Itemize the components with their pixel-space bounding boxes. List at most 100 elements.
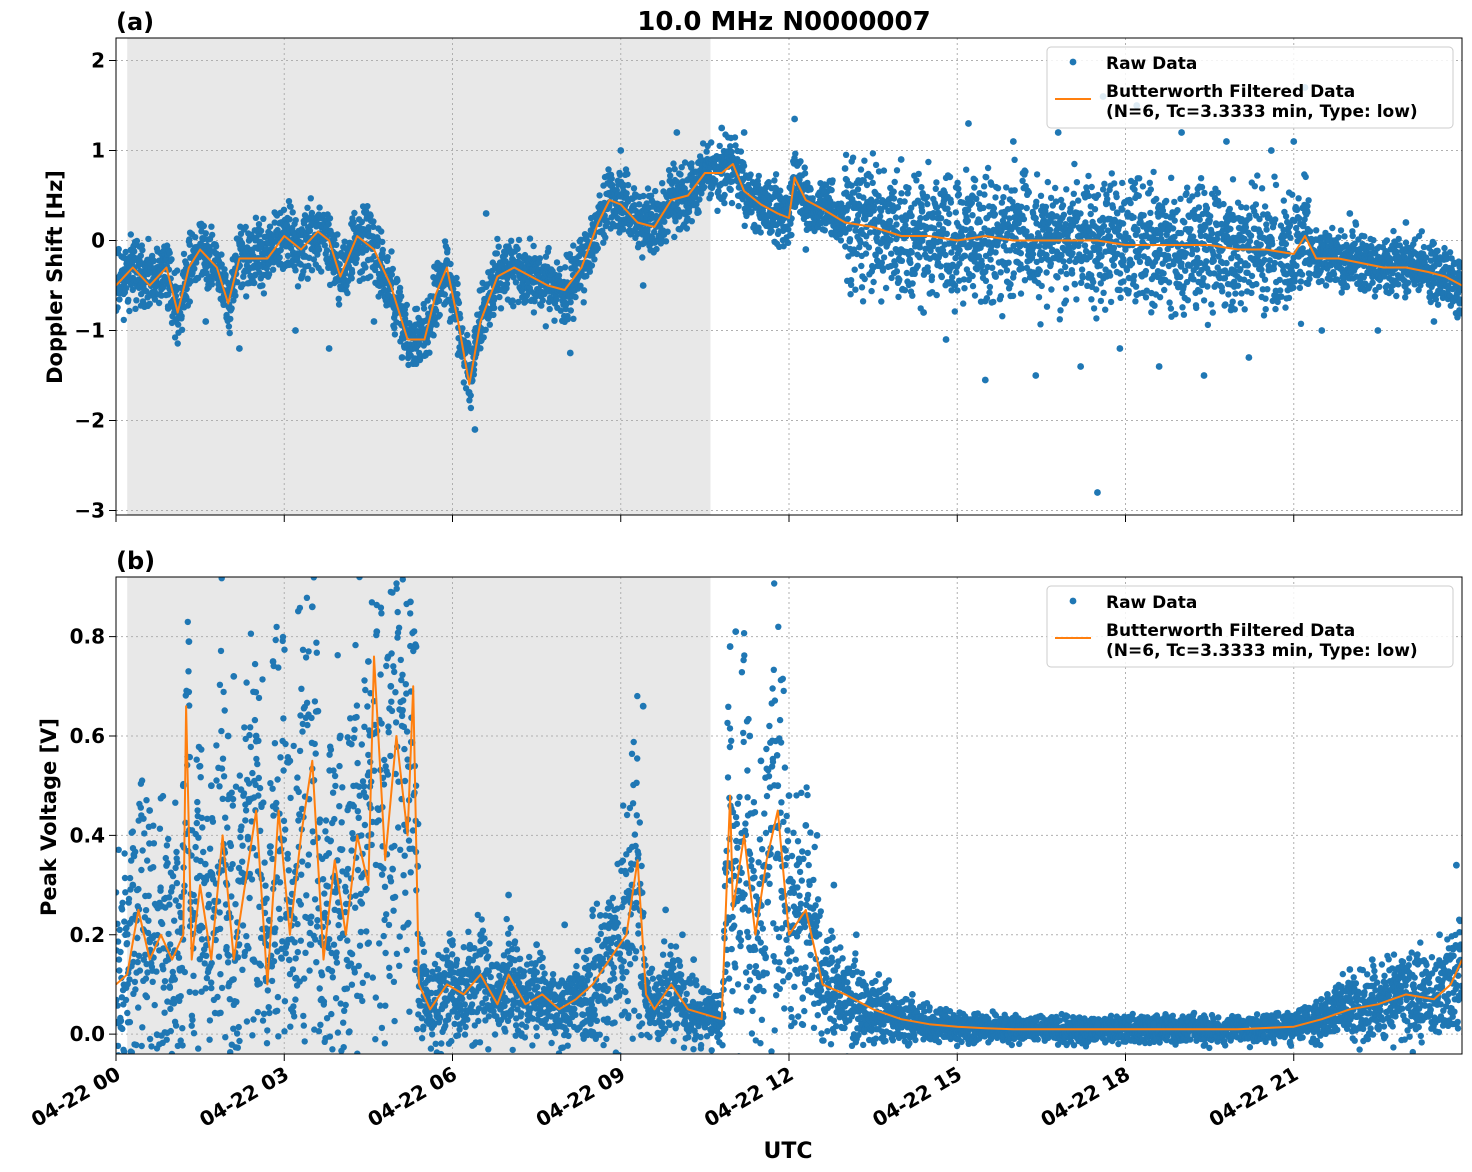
x-tick-label: 04-22 03 (195, 1062, 293, 1132)
raw-data-point (471, 426, 479, 433)
raw-data-point (1223, 138, 1230, 145)
raw-data-point (373, 628, 381, 636)
raw-data-point (398, 354, 406, 361)
raw-data-point (1318, 327, 1326, 334)
raw-data-point (314, 707, 322, 715)
legend-raw-marker (1069, 58, 1077, 66)
x-tick-label: 04-22 06 (363, 1062, 461, 1132)
y-tick-label: 0.6 (70, 724, 105, 748)
raw-data-point (449, 941, 456, 949)
raw-data-point (1200, 372, 1208, 379)
raw-data-point (482, 210, 490, 217)
raw-data-point (830, 881, 838, 889)
raw-data-point (235, 345, 243, 352)
raw-data-point (146, 807, 154, 814)
raw-data-point (718, 124, 726, 132)
raw-data-point (1037, 1020, 1045, 1028)
y-tick-label: 0.8 (70, 625, 105, 649)
x-tick-label: 04-22 00 (27, 1062, 125, 1132)
raw-data-point (308, 603, 316, 611)
raw-data-point (726, 643, 734, 650)
y-tick-label: −1 (74, 319, 105, 343)
legend-label-filtered: Butterworth Filtered Data (1106, 621, 1355, 641)
raw-data-point (1452, 861, 1460, 869)
legend-label-raw: Raw Data (1106, 593, 1197, 613)
x-tick-label: 04-22 21 (1205, 1062, 1303, 1132)
raw-data-point (477, 931, 484, 939)
y-tick-label: 0 (91, 229, 105, 253)
raw-data-point (202, 318, 210, 325)
raw-data-point (1346, 966, 1354, 973)
raw-data-point (336, 732, 344, 740)
raw-data-point (1301, 1010, 1309, 1018)
legend-label-filtered: Butterworth Filtered Data (1106, 82, 1355, 102)
raw-data-point (370, 318, 378, 325)
panel-a-ylabel: Doppler Shift [Hz] (43, 170, 67, 384)
raw-data-point (387, 682, 395, 690)
raw-data-point (1374, 327, 1382, 334)
raw-data-point (802, 246, 810, 253)
y-tick-label: 1 (91, 139, 105, 163)
raw-data-point (1094, 1020, 1101, 1028)
raw-data-point (1032, 372, 1040, 379)
raw-data-point (561, 921, 569, 929)
raw-data-point (679, 931, 686, 939)
raw-data-point (292, 327, 299, 334)
raw-data-point (813, 831, 821, 839)
raw-data-point (774, 782, 782, 790)
raw-data-point (920, 309, 927, 316)
raw-data-point (207, 782, 215, 790)
raw-data-point (1413, 956, 1421, 963)
raw-data-point (841, 165, 849, 172)
raw-data-point (1155, 363, 1163, 370)
raw-data-point (690, 956, 698, 963)
x-tick-label: 04-22 12 (700, 1062, 798, 1132)
raw-data-point (1430, 318, 1438, 325)
raw-data-point (981, 1015, 989, 1023)
raw-data-point (230, 672, 238, 680)
raw-data-point (1324, 990, 1331, 998)
raw-data-point (1368, 956, 1376, 963)
legend-raw-marker (1069, 597, 1077, 605)
legend: Raw Data Butterworth Filtered Data(N=6, T… (1046, 585, 1454, 668)
raw-data-point (407, 598, 414, 606)
raw-data-point (757, 757, 765, 765)
panel-b-label: (b) (116, 547, 155, 575)
raw-data-point (589, 906, 597, 914)
raw-data-point (286, 757, 294, 765)
raw-data-point (875, 971, 883, 978)
x-tick-label: 04-22 15 (868, 1062, 966, 1132)
raw-data-point (566, 349, 574, 357)
x-axis-label: UTC (763, 1139, 812, 1164)
raw-data-point (981, 376, 989, 384)
raw-data-point (364, 658, 372, 665)
y-tick-label: −2 (74, 409, 105, 433)
raw-data-point (869, 264, 877, 271)
raw-data-point (1262, 1018, 1270, 1026)
filtered-data-line (116, 655, 1462, 1031)
raw-data-point (269, 658, 277, 665)
raw-data-point (1290, 138, 1298, 145)
raw-data-point (897, 156, 905, 163)
raw-data-point (505, 891, 512, 899)
raw-data-point (942, 1005, 950, 1013)
panel-a-label: (a) (116, 8, 154, 36)
legend-label-filter-params: (N=6, Tc=3.3333 min, Type: low) (1106, 102, 1418, 122)
legend-box (1046, 46, 1454, 129)
raw-data-point (802, 822, 810, 829)
y-tick-label: −3 (74, 499, 105, 523)
y-tick-label: 2 (91, 49, 105, 73)
figure-title: 10.0 MHz N0000007 (637, 7, 930, 37)
raw-data-point (1245, 354, 1253, 361)
raw-data-point (732, 628, 740, 636)
raw-data-point (1267, 147, 1275, 154)
y-tick-label: 0.2 (70, 923, 105, 947)
raw-data-point (852, 931, 860, 939)
raw-data-point (224, 732, 232, 740)
legend-label-filter-params: (N=6, Tc=3.3333 min, Type: low) (1106, 641, 1418, 661)
raw-data-point (746, 732, 754, 740)
raw-data-point (533, 941, 541, 949)
raw-data-point (942, 336, 950, 343)
legend-box (1046, 585, 1454, 668)
raw-data-point (412, 643, 420, 650)
